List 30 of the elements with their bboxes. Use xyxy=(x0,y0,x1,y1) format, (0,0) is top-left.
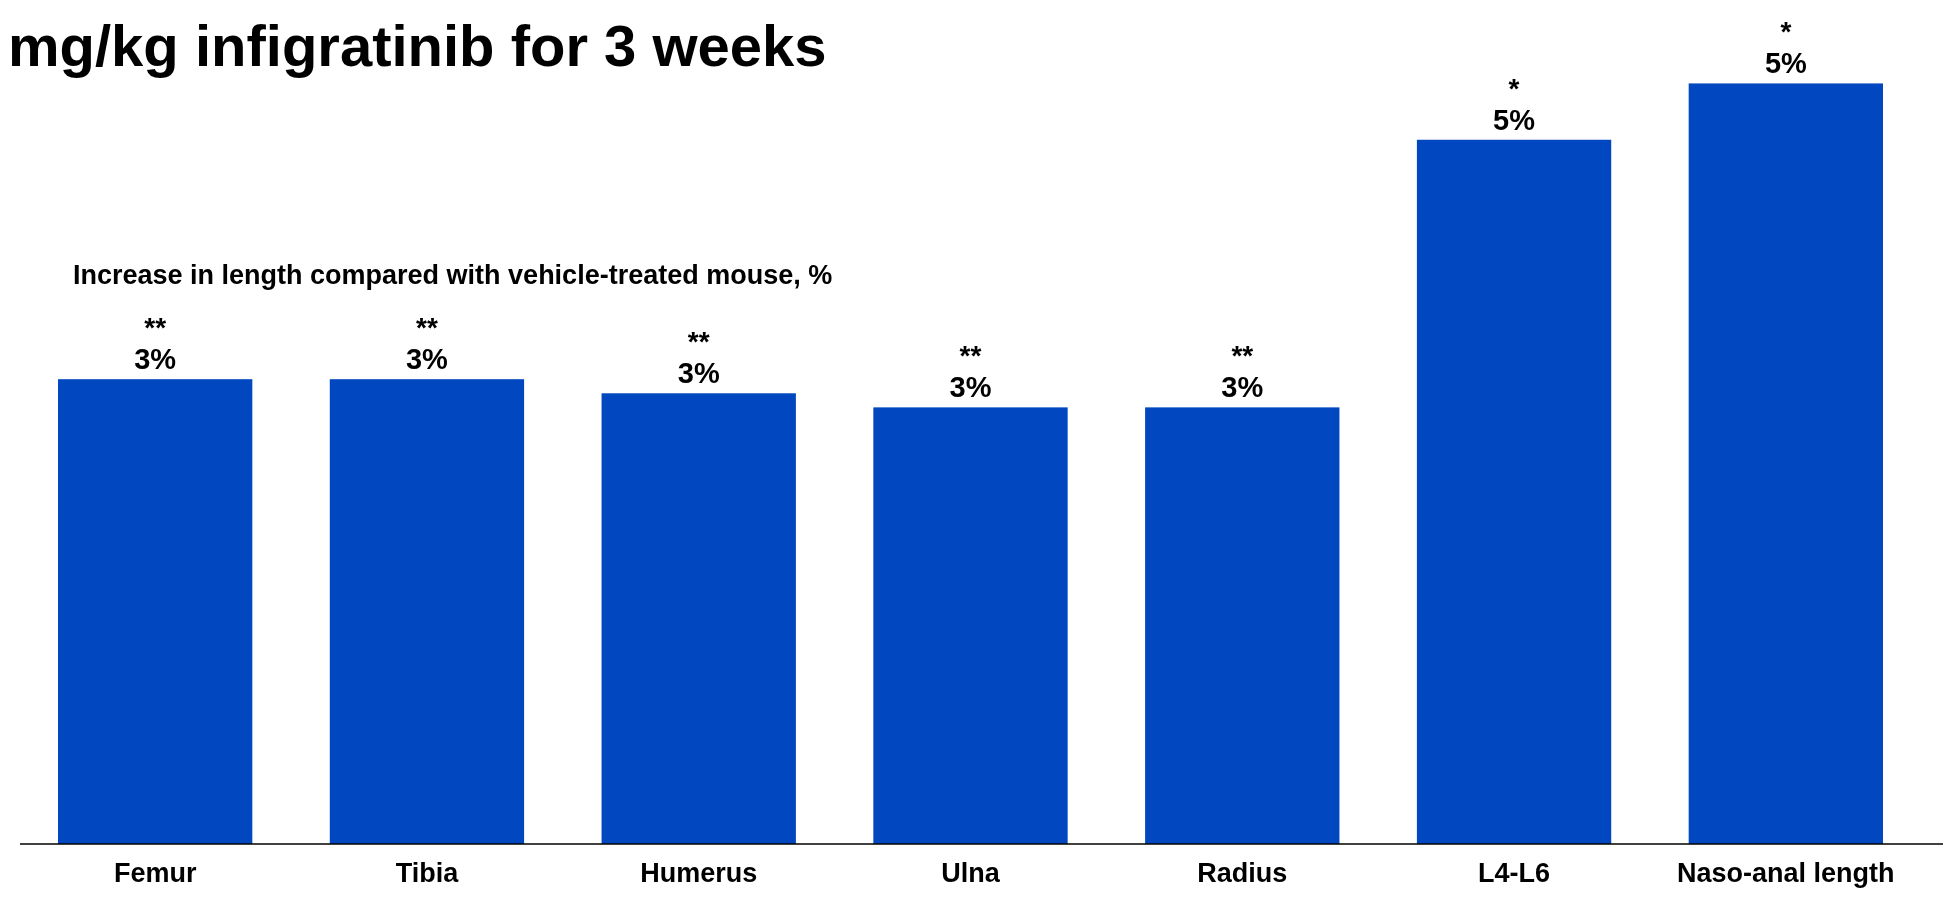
data-label: 3% xyxy=(677,357,720,390)
bar xyxy=(329,379,525,844)
bar xyxy=(601,393,796,844)
data-label: 3% xyxy=(1221,371,1264,404)
bar xyxy=(58,379,253,844)
text: Increase in length compared with vehicle-treated mouse, % xyxy=(73,260,833,290)
x-tick-label: L4-L6 xyxy=(1478,858,1551,888)
annotation: ** xyxy=(144,312,167,344)
data-label: 3% xyxy=(949,371,992,404)
x-tick-label: Tibia xyxy=(395,858,460,888)
bar xyxy=(1145,407,1340,844)
x-tick-label: Radius xyxy=(1197,858,1288,888)
annotation: * xyxy=(1780,16,1792,48)
annotation: ** xyxy=(959,340,982,372)
data-label: 5% xyxy=(1764,47,1808,80)
data-label: 3% xyxy=(134,343,177,376)
x-tick-label: Ulna xyxy=(941,858,1001,888)
data-label: 3% xyxy=(405,343,449,376)
bar xyxy=(873,407,1068,844)
annotation: ** xyxy=(687,326,710,358)
annotation: ** xyxy=(1231,340,1254,372)
annotation: ** xyxy=(416,312,438,344)
bar xyxy=(1688,83,1883,844)
bar xyxy=(1416,139,1612,844)
chart-title: mg/kg infigratinib for 3 weeks xyxy=(8,13,827,78)
annotation: * xyxy=(1508,72,1520,104)
data-label: 5% xyxy=(1493,103,1536,136)
x-tick-label: Humerus xyxy=(640,858,758,888)
x-tick-label: Naso-anal length xyxy=(1677,858,1895,888)
x-tick-label: Femur xyxy=(113,858,197,888)
